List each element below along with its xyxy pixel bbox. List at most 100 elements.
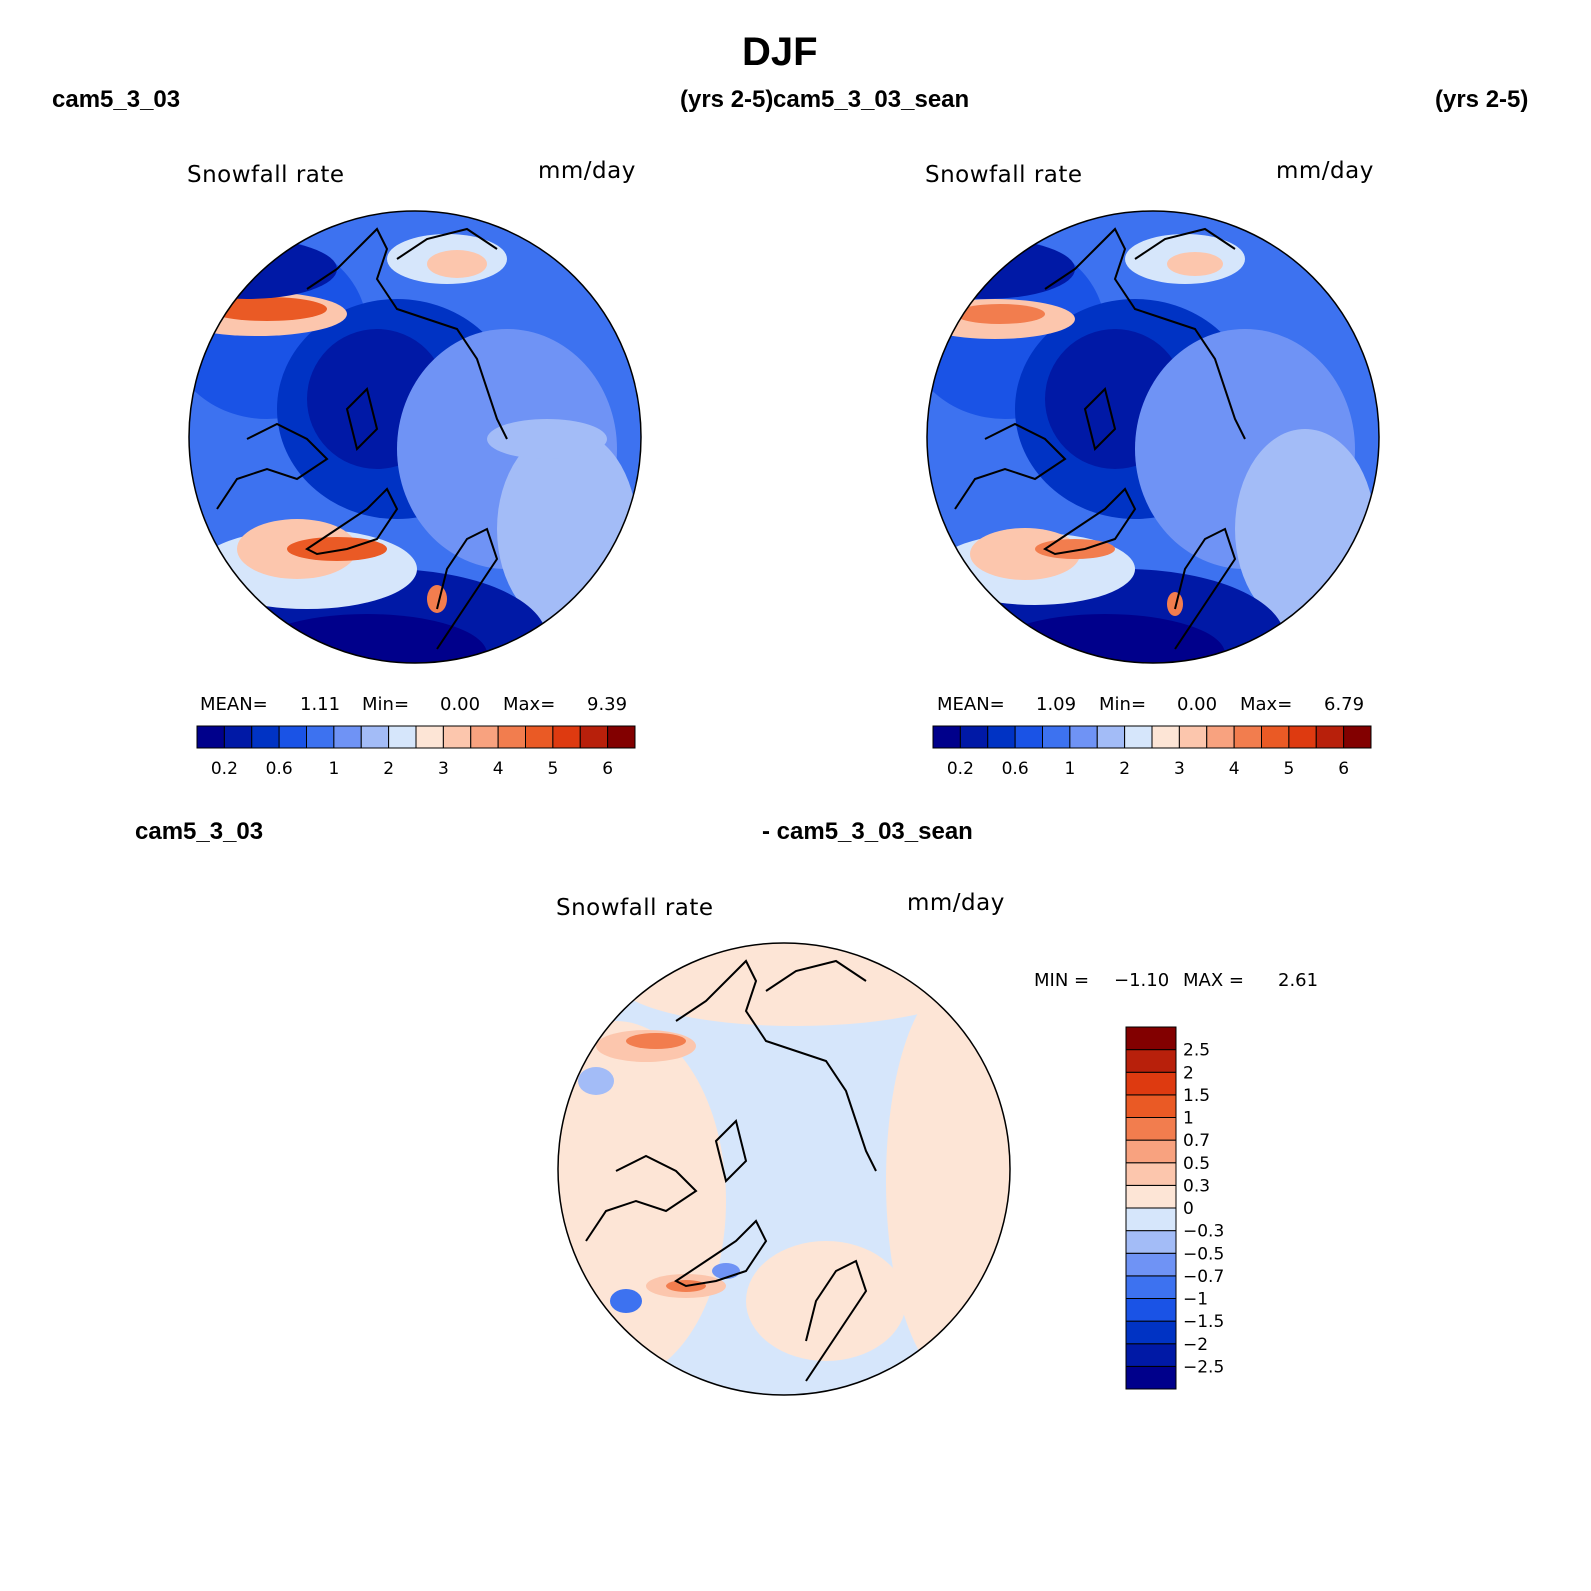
diff-min-value: −1.10 — [1114, 970, 1170, 991]
colorbar-panel1: 0.2 0.6 1 2 3 4 5 6 — [196, 725, 636, 779]
colorbar-swatch — [251, 725, 280, 749]
colorbar-swatch — [1178, 725, 1208, 749]
colorbar-tick-label: 2 — [1183, 1063, 1194, 1083]
colorbar-swatch — [959, 725, 989, 749]
colorbar-tick-label: 5 — [547, 759, 558, 779]
colorbar-swatch — [196, 725, 225, 749]
colorbar-tick-label: 0.2 — [947, 759, 974, 779]
colorbar-swatch — [1125, 1139, 1177, 1164]
colorbar-tick-label: 4 — [1229, 759, 1240, 779]
panel2-max-value: 6.79 — [1324, 694, 1365, 715]
panel1-years: (yrs 2-5) — [680, 86, 774, 113]
colorbar-tick-label: 0.6 — [266, 759, 293, 779]
diff-case-a: cam5_3_03 — [135, 818, 264, 845]
colorbar-tick-label: 3 — [1174, 759, 1185, 779]
panel1-case-name: cam5_3_03 — [52, 86, 181, 113]
colorbar-tick-label: 1 — [328, 759, 339, 779]
colorbar-tick-label: 0.3 — [1183, 1176, 1210, 1196]
colorbar-tick-label: 0.6 — [1002, 759, 1029, 779]
colorbar-swatch — [1124, 725, 1153, 749]
colorbar-tick-label: 0.2 — [211, 759, 238, 779]
colorbar-tick-label: 0 — [1183, 1199, 1194, 1219]
colorbar-swatch — [360, 725, 390, 749]
colorbar-tick-label: 1 — [1064, 759, 1075, 779]
colorbar-swatch — [1125, 1071, 1177, 1096]
colorbar-swatch — [278, 725, 307, 749]
colorbar-swatch — [333, 725, 362, 749]
diff-max-label: MAX = — [1183, 970, 1244, 991]
colorbar-tick-label: −0.7 — [1183, 1267, 1224, 1287]
colorbar-swatch — [1125, 1094, 1177, 1118]
colorbar-tick-label: 0.7 — [1183, 1131, 1210, 1151]
colorbar-swatch — [607, 725, 636, 749]
colorbar-swatch — [223, 725, 253, 749]
colorbar-swatch — [525, 725, 554, 749]
colorbar-swatch — [1151, 725, 1180, 749]
colorbar-tick-label: −1 — [1183, 1290, 1208, 1310]
diff-units-label: mm/day — [907, 890, 1005, 916]
diff-min-label: MIN = — [1034, 970, 1090, 991]
colorbar-difference: −2.5−2 −1.5−1 −0.7 −0.5−0.3 0 0.30.5 0.71 1.5 22… — [1125, 1026, 1224, 1390]
colorbar-swatch — [932, 725, 961, 749]
panel2-min-label: Min= — [1099, 694, 1147, 715]
map-panel1 — [188, 210, 642, 664]
colorbar-tick-label: 4 — [493, 759, 504, 779]
panel1-mean-label: MEAN= — [200, 694, 268, 715]
diff-case-b: - cam5_3_03_sean — [762, 818, 973, 845]
panel2-case-name: cam5_3_03_sean — [773, 86, 970, 113]
colorbar-tick-label: −0.3 — [1183, 1222, 1224, 1242]
colorbar-swatch — [1125, 1184, 1177, 1209]
panel1-variable-label: Snowfall rate — [187, 162, 345, 188]
colorbar-tick-label: 6 — [602, 759, 613, 779]
colorbar-tick-label: −1.5 — [1183, 1312, 1224, 1332]
colorbar-swatch — [987, 725, 1016, 749]
colorbar-swatch — [1343, 725, 1372, 749]
diff-variable-label: Snowfall rate — [556, 895, 714, 921]
colorbar-tick-label: 2 — [1119, 759, 1130, 779]
colorbar-tick-label: 0.5 — [1183, 1154, 1210, 1174]
colorbar-swatch — [1125, 1049, 1177, 1073]
colorbar-swatch — [1125, 1275, 1177, 1299]
diff-max-value: 2.61 — [1278, 970, 1319, 991]
panel1-max-label: Max= — [503, 694, 556, 715]
panel1-min-label: Min= — [362, 694, 410, 715]
colorbar-tick-label: 1 — [1183, 1109, 1194, 1129]
colorbar-swatch — [1125, 1230, 1177, 1254]
colorbar-swatch — [1315, 725, 1345, 749]
colorbar-panel2: 0.2 0.6 1 2 3 4 5 6 — [932, 725, 1372, 779]
colorbar-swatch — [1125, 1343, 1177, 1367]
colorbar-tick-label: −2 — [1183, 1335, 1208, 1355]
colorbar-tick-label: −2.5 — [1183, 1357, 1224, 1377]
colorbar-tick-label: 6 — [1338, 759, 1349, 779]
colorbar-swatch — [579, 725, 609, 749]
panel2-max-label: Max= — [1240, 694, 1293, 715]
colorbar-swatch — [415, 725, 444, 749]
colorbar-swatch — [388, 725, 417, 749]
colorbar-swatch — [1233, 725, 1262, 749]
colorbar-swatch — [1125, 1207, 1177, 1232]
colorbar-swatch — [1014, 725, 1043, 749]
colorbar-swatch — [552, 725, 581, 749]
colorbar-swatch — [1206, 725, 1235, 749]
colorbar-swatch — [306, 725, 335, 749]
map-panel2 — [926, 210, 1380, 664]
colorbar-swatch — [1125, 1162, 1177, 1186]
colorbar-swatch — [1261, 725, 1290, 749]
colorbar-swatch — [1125, 1252, 1177, 1277]
colorbar-swatch — [442, 725, 472, 749]
panel1-min-value: 0.00 — [440, 694, 481, 715]
figure-title: DJF — [742, 30, 818, 74]
colorbar-tick-label: −0.5 — [1183, 1244, 1224, 1264]
colorbar-swatch — [497, 725, 526, 749]
colorbar-tick-label: 5 — [1283, 759, 1294, 779]
panel2-years: (yrs 2-5) — [1435, 86, 1529, 113]
colorbar-tick-label: 2 — [383, 759, 394, 779]
colorbar-tick-label: 3 — [438, 759, 449, 779]
panel2-min-value: 0.00 — [1177, 694, 1218, 715]
panel1-units-label: mm/day — [538, 158, 636, 184]
colorbar-swatch — [1125, 1117, 1177, 1141]
colorbar-swatch — [1096, 725, 1126, 749]
colorbar-swatch — [470, 725, 499, 749]
colorbar-swatch — [1125, 1365, 1177, 1390]
map-difference — [557, 942, 1011, 1396]
